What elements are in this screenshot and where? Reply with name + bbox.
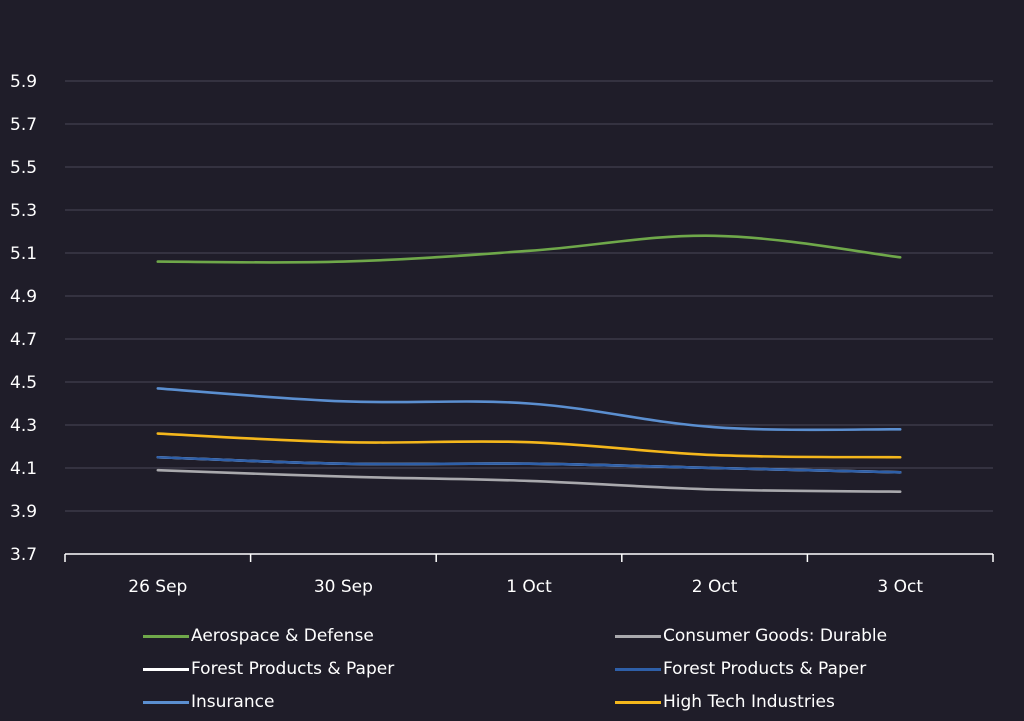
legend-item: Aerospace & Defense (143, 624, 374, 648)
x-axis: 26 Sep 30 Sep 1 Oct 2 Oct 3 Oct (64, 553, 994, 597)
legend-item: Forest Products & Paper (143, 657, 394, 681)
y-tick-label: 4.1 (10, 459, 37, 479)
line-chart: 5.9 5.7 5.5 5.3 5.1 4.9 4.7 4.5 4.3 4.1 3.9 3.7 26 … (10, 72, 994, 597)
series-line-1 (156, 468, 902, 493)
legend-swatch (143, 700, 189, 704)
series-line-0 (156, 234, 902, 264)
legend-label: Forest Products & Paper (663, 659, 867, 679)
y-tick-label: 5.7 (10, 115, 37, 135)
legend-label: Forest Products & Paper (191, 659, 395, 679)
y-tick-label: 5.9 (10, 72, 37, 92)
y-tick-label: 5.3 (10, 201, 37, 221)
x-tick-label: 2 Oct (692, 577, 738, 597)
series-line-3 (156, 455, 902, 474)
legend: Aerospace & Defense Consumer Goods: Durab… (0, 620, 1024, 720)
series-line-5 (156, 432, 902, 459)
series-lines (156, 234, 902, 493)
legend-swatch (143, 667, 189, 671)
series-line-4 (156, 387, 902, 432)
y-tick-label: 5.5 (10, 158, 37, 178)
legend-label: Insurance (191, 692, 275, 712)
y-tick-label: 3.9 (10, 502, 37, 522)
legend-swatch (615, 634, 661, 638)
y-tick-label: 4.9 (10, 287, 37, 307)
legend-item: Forest Products & Paper (615, 657, 866, 681)
x-tick-label: 3 Oct (877, 577, 923, 597)
legend-swatch (615, 667, 661, 671)
legend-item: Consumer Goods: Durable (615, 624, 887, 648)
x-tick-label: 26 Sep (128, 577, 187, 597)
y-tick-label: 3.7 (10, 545, 37, 565)
legend-label: High Tech Industries (663, 692, 835, 712)
y-tick-label: 4.3 (10, 416, 37, 436)
x-tick-label: 1 Oct (506, 577, 552, 597)
legend-item: High Tech Industries (615, 690, 835, 714)
y-tick-label: 5.1 (10, 244, 37, 264)
legend-swatch (615, 700, 661, 704)
y-tick-label: 4.7 (10, 330, 37, 350)
gridlines (65, 80, 993, 512)
x-tick-label: 30 Sep (314, 577, 373, 597)
legend-swatch (143, 634, 189, 638)
legend-label: Aerospace & Defense (191, 626, 374, 646)
y-axis-tick-labels: 5.9 5.7 5.5 5.3 5.1 4.9 4.7 4.5 4.3 4.1 3.9 3.7 (10, 72, 37, 565)
y-tick-label: 4.5 (10, 373, 37, 393)
legend-item: Insurance (143, 690, 274, 714)
legend-label: Consumer Goods: Durable (663, 626, 888, 646)
